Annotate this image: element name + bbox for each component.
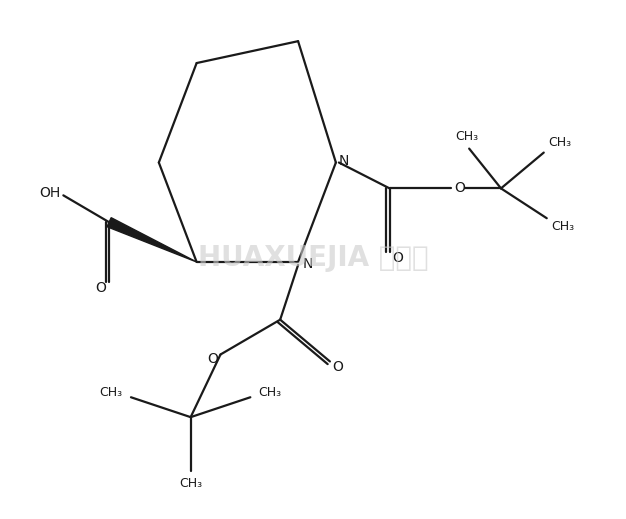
Text: O: O [207,352,218,366]
Text: O: O [332,360,343,374]
Text: N: N [303,257,313,271]
Text: O: O [454,181,464,195]
Text: N: N [339,154,349,168]
Text: CH₃: CH₃ [100,386,123,399]
Text: CH₃: CH₃ [259,386,282,399]
Text: CH₃: CH₃ [548,136,572,149]
Text: O: O [96,281,106,295]
Text: CH₃: CH₃ [456,130,479,143]
Text: O: O [392,251,403,265]
Polygon shape [107,217,197,262]
Text: HUAXUEJIA 化学加: HUAXUEJIA 化学加 [198,244,428,272]
Text: CH₃: CH₃ [551,220,574,233]
Text: OH: OH [39,186,60,200]
Text: CH₃: CH₃ [179,477,202,490]
